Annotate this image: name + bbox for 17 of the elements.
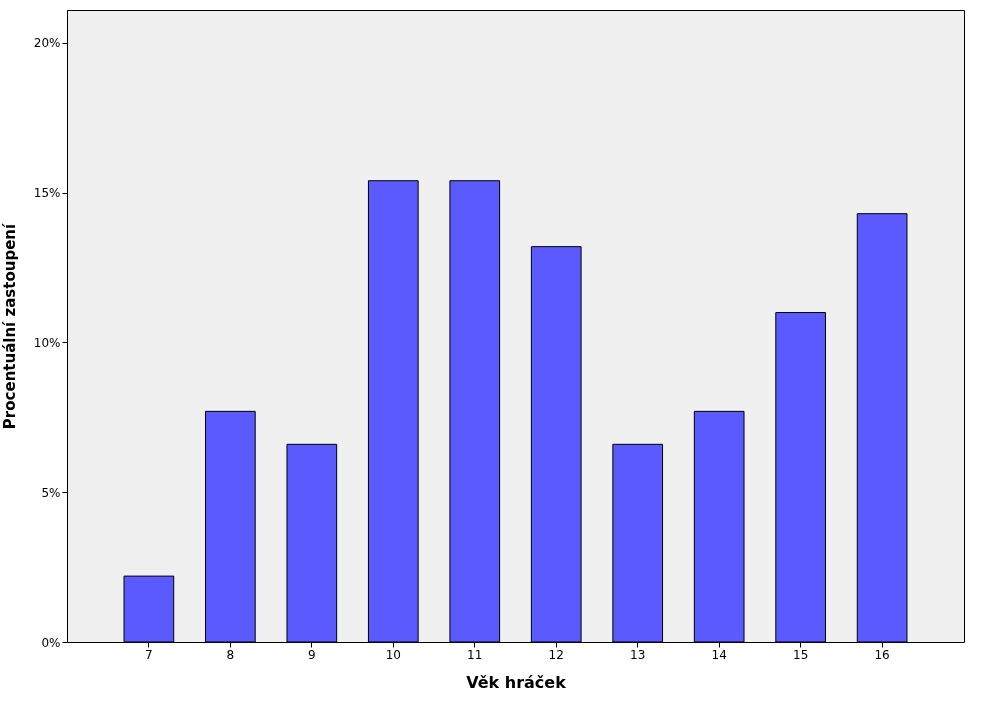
x-tick-label: 7 bbox=[145, 647, 153, 662]
x-tick-label: 10 bbox=[385, 647, 401, 662]
y-tick-label: 20% bbox=[33, 36, 61, 51]
x-tick-label: 16 bbox=[874, 647, 890, 662]
x-tick-label: 9 bbox=[308, 647, 316, 662]
x-tick-label: 15 bbox=[793, 647, 809, 662]
x-tick-label: 13 bbox=[630, 647, 646, 662]
y-tick-label: 15% bbox=[33, 186, 61, 201]
x-tick-label: 14 bbox=[711, 647, 727, 662]
y-tick-label: 0% bbox=[41, 635, 61, 650]
y-tick-label: 5% bbox=[41, 485, 61, 500]
y-tick-label: 10% bbox=[33, 335, 61, 350]
y-axis-title: Procentuální zastoupení bbox=[0, 223, 19, 430]
x-tick-label: 8 bbox=[226, 647, 235, 662]
x-tick-label: 11 bbox=[467, 647, 483, 662]
x-tick-label: 12 bbox=[548, 647, 564, 662]
x-axis-title: Věk hráček bbox=[466, 672, 567, 692]
